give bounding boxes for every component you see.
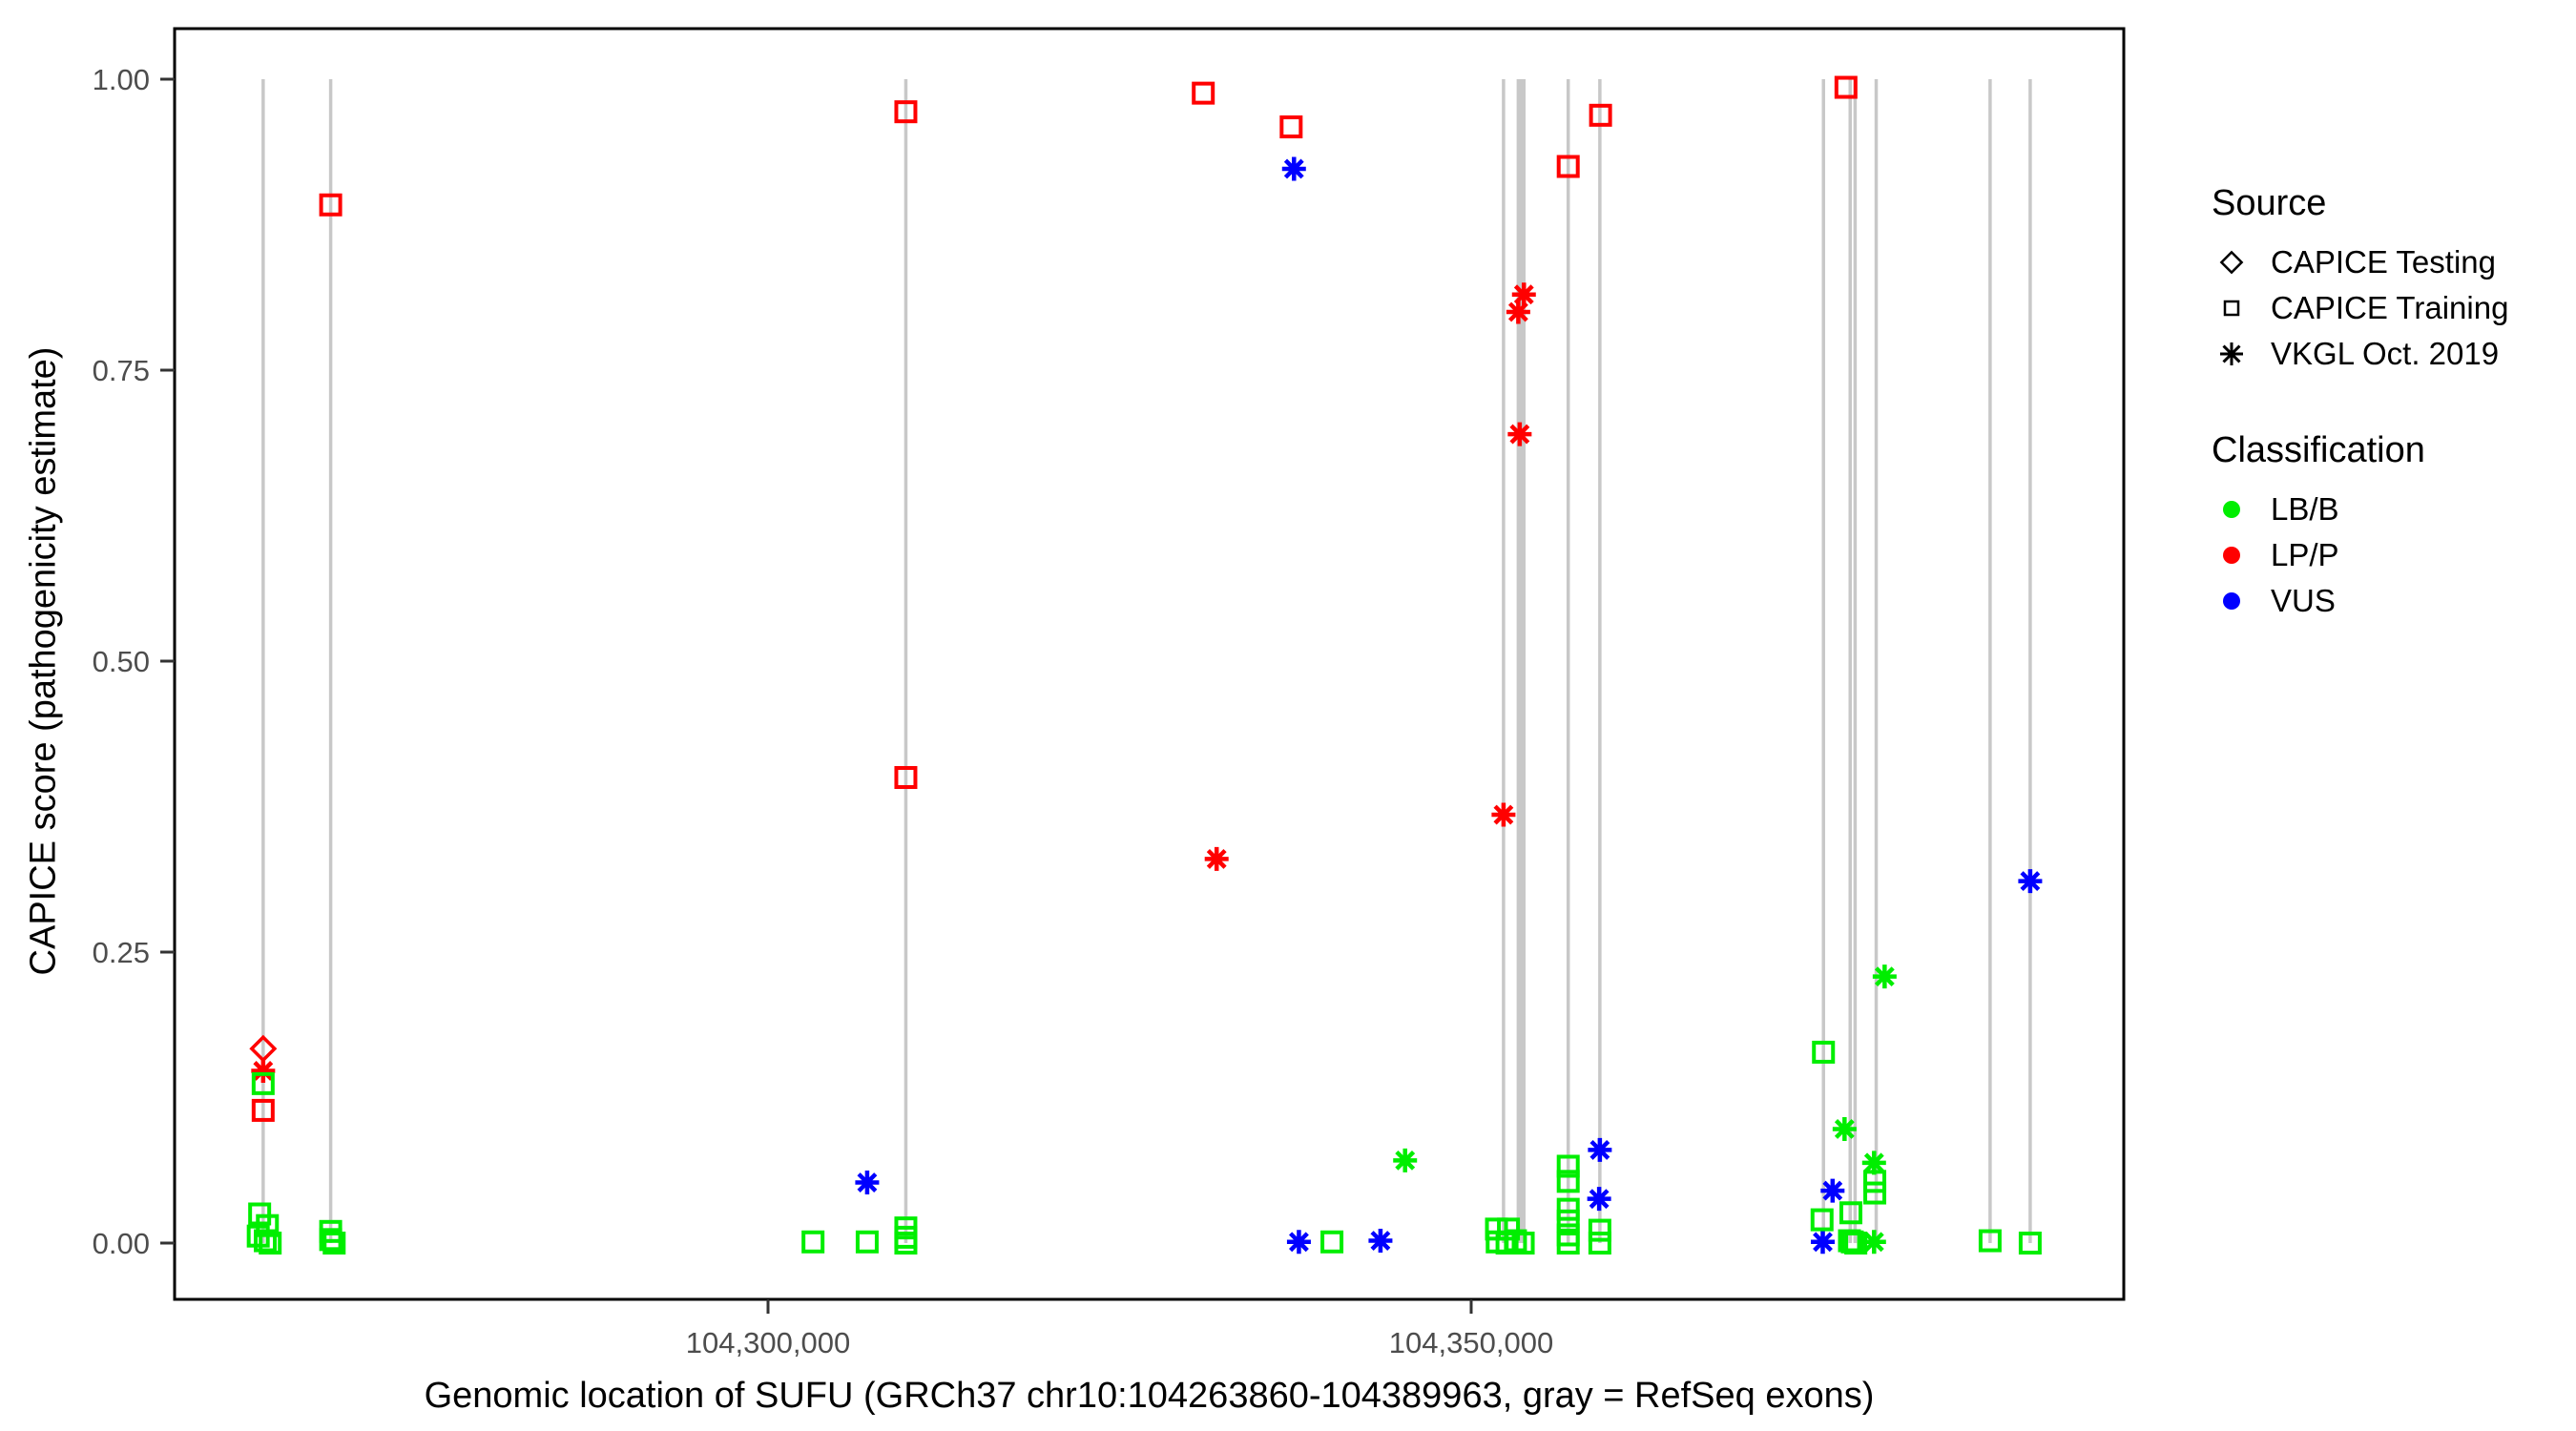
legend-source-title: Source <box>2212 183 2327 223</box>
data-point-asterisk <box>1281 156 1306 181</box>
legend-item: CAPICE Testing <box>2212 239 2508 285</box>
data-point-square <box>1556 155 1580 178</box>
data-point-asterisk <box>1491 802 1516 827</box>
data-point-square <box>322 1232 346 1255</box>
dot-icon <box>2223 547 2240 564</box>
data-point-square <box>1511 1232 1535 1255</box>
legend-item: LP/P <box>2212 532 2508 578</box>
data-point-asterisk <box>1588 1137 1612 1162</box>
data-point-square <box>894 1232 918 1255</box>
dot-icon <box>2223 501 2240 518</box>
data-point-square <box>251 1071 275 1095</box>
data-point-square <box>1556 1197 1580 1221</box>
legend-item-label: LB/B <box>2271 491 2339 527</box>
legend-classification-group: Classification LB/B LP/P VUS <box>2212 430 2508 624</box>
data-point-square <box>1834 75 1858 99</box>
data-point-square <box>1978 1229 2002 1253</box>
data-point-asterisk <box>1204 846 1229 871</box>
data-point-square <box>319 1228 343 1252</box>
data-point-square <box>894 766 918 789</box>
data-point-asterisk <box>1872 964 1897 989</box>
data-point-square <box>1556 1170 1580 1193</box>
y-tick-label: 1.00 <box>93 63 150 96</box>
y-tick-label: 0.75 <box>93 354 150 387</box>
data-point-square <box>319 193 343 217</box>
data-point-asterisk <box>1506 300 1530 324</box>
data-point-asterisk <box>1511 282 1536 307</box>
data-point-square <box>1844 1232 1868 1255</box>
y-tick-label: 0.50 <box>93 645 150 678</box>
data-point-square <box>1863 1181 1887 1205</box>
data-point-asterisk <box>1832 1116 1857 1141</box>
data-point-asterisk <box>1368 1229 1393 1254</box>
dot-icon <box>2223 547 2240 564</box>
data-point-asterisk <box>1286 1230 1311 1255</box>
legend: Source CAPICE Testing CAPICE Training VKGL… <box>2212 183 2508 624</box>
asterisk-icon <box>2220 342 2243 365</box>
x-tick-label: 104,300,000 <box>686 1326 850 1359</box>
legend-classification-items: LB/B LP/P VUS <box>2212 487 2508 624</box>
plot-panel-border <box>173 27 2126 1301</box>
x-axis-title: Genomic location of SUFU (GRCh37 chr10:1… <box>424 1376 1875 1416</box>
data-point-square <box>1320 1230 1344 1254</box>
x-tick-label: 104,350,000 <box>1389 1326 1553 1359</box>
data-point-square <box>855 1230 879 1254</box>
y-axis-title: CAPICE score (pathogenicity estimate) <box>23 346 64 976</box>
asterisk-icon <box>2220 342 2243 365</box>
legend-source-items: CAPICE Testing CAPICE Training VKGL Oct. 2… <box>2212 239 2508 377</box>
legend-classification-title: Classification <box>2212 430 2425 470</box>
data-point-asterisk <box>251 1058 276 1083</box>
square-icon <box>2223 300 2240 317</box>
data-point-asterisk <box>1507 422 1532 446</box>
data-point-asterisk <box>855 1171 880 1195</box>
data-point-square <box>1863 1170 1887 1193</box>
legend-item-label: VKGL Oct. 2019 <box>2271 336 2500 371</box>
legend-item-label: CAPICE Training <box>2271 290 2509 325</box>
data-point-square <box>1812 1040 1836 1064</box>
legend-item-label: CAPICE Testing <box>2271 244 2496 280</box>
data-point-asterisk <box>1861 1151 1886 1175</box>
legend-item-label: LP/P <box>2271 537 2339 572</box>
data-point-square <box>1279 115 1303 139</box>
data-point-asterisk <box>1861 1230 1886 1255</box>
data-point-square <box>1588 1232 1611 1255</box>
y-tick-label: 0.00 <box>93 1227 150 1260</box>
data-point-square <box>1810 1208 1834 1232</box>
legend-source-group: Source CAPICE Testing CAPICE Training VKGL… <box>2212 183 2508 377</box>
diamond-icon <box>2219 250 2244 275</box>
data-point-asterisk <box>1393 1148 1418 1172</box>
data-point-asterisk <box>1820 1178 1845 1203</box>
data-point-asterisk <box>1587 1187 1611 1212</box>
dot-icon <box>2223 501 2240 518</box>
data-point-square <box>246 1224 270 1248</box>
data-point-square <box>1556 1209 1580 1233</box>
data-point-diamond <box>249 1034 278 1063</box>
data-point-square <box>1839 1201 1862 1225</box>
legend-item: VUS <box>2212 578 2508 624</box>
data-point-square <box>259 1232 282 1255</box>
data-point-square <box>801 1230 825 1254</box>
legend-item: CAPICE Training <box>2212 285 2508 331</box>
dot-icon <box>2223 592 2240 610</box>
diamond-icon <box>2219 250 2244 275</box>
legend-item-label: VUS <box>2271 583 2336 618</box>
data-point-square <box>894 100 918 124</box>
square-icon <box>2223 300 2240 317</box>
data-point-square <box>2018 1232 2042 1255</box>
data-point-square <box>251 1098 275 1122</box>
data-point-asterisk <box>2018 869 2043 894</box>
data-point-square <box>1556 1232 1580 1255</box>
legend-item: LB/B <box>2212 487 2508 532</box>
data-point-square <box>1192 81 1215 105</box>
y-tick-label: 0.25 <box>93 936 150 969</box>
data-point-square <box>254 1229 278 1253</box>
data-point-square <box>1556 1154 1580 1178</box>
legend-item: VKGL Oct. 2019 <box>2212 331 2508 377</box>
data-point-square <box>1588 1218 1611 1242</box>
data-point-square <box>1589 103 1612 127</box>
data-point-asterisk <box>1811 1230 1835 1255</box>
dot-icon <box>2223 592 2240 610</box>
